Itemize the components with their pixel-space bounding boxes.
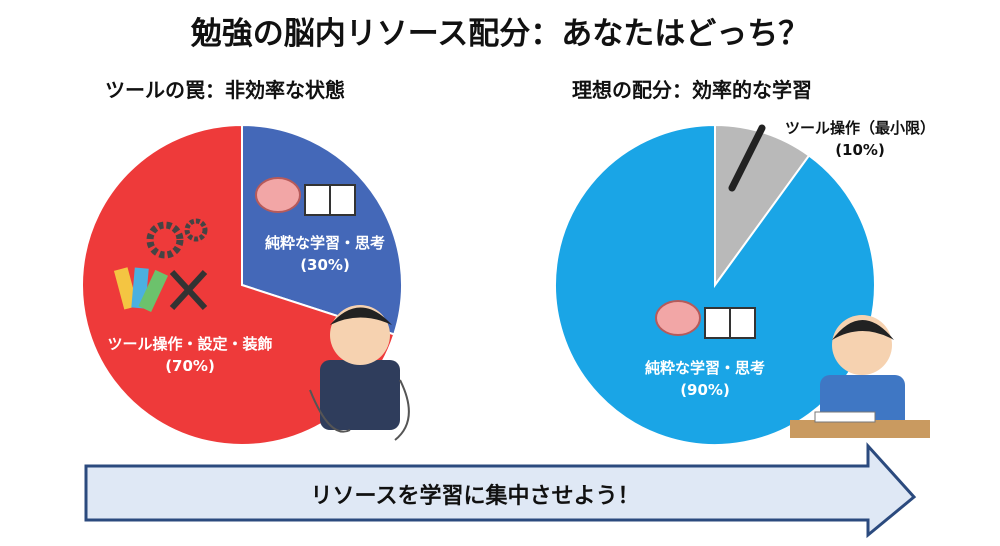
slice-value: (10%) — [835, 141, 885, 159]
book-icon — [704, 307, 756, 339]
page-title: 勉強の脳内リソース配分：あなたはどっち？ — [190, 16, 810, 52]
slice-label: 純粋な学習・思考 — [264, 234, 385, 252]
confused-student-illustration — [309, 305, 410, 441]
book-icon — [304, 184, 356, 216]
right-slice-tools-label: ツール操作（最小限） (10%) — [770, 117, 950, 161]
brain-icon — [655, 300, 701, 336]
slice-label: ツール操作（最小限） — [784, 119, 935, 137]
pie-slice — [714, 123, 811, 289]
right-pie — [554, 123, 876, 446]
left-pie — [81, 123, 403, 446]
banner-text: リソースを学習に集中させよう！ — [310, 484, 640, 509]
slice-value: (90%) — [680, 381, 730, 399]
left-slice-tools-label: ツール操作・設定・装飾 (70%) — [90, 333, 290, 377]
slice-label: ツール操作・設定・装飾 — [107, 335, 273, 353]
banner-arrow — [84, 442, 917, 539]
right-chart-title: 理想の配分：効率的な学習 — [572, 78, 812, 102]
slice-value: (30%) — [300, 256, 350, 274]
left-chart-title: ツールの罠：非効率な状態 — [105, 78, 345, 102]
right-slice-learning-label: 純粋な学習・思考 (90%) — [620, 357, 790, 401]
wrench-screwdriver-icon — [169, 269, 208, 311]
slice-value: (70%) — [165, 357, 215, 375]
brain-icon — [255, 177, 301, 213]
pie-slice — [554, 123, 876, 446]
focused-student-illustration — [790, 315, 930, 438]
color-palette-icon — [113, 267, 169, 313]
left-slice-learning-label: 純粋な学習・思考 (30%) — [240, 232, 410, 276]
pen-icon — [728, 124, 766, 192]
gear-icon — [146, 218, 208, 259]
slice-label: 純粋な学習・思考 — [644, 359, 765, 377]
